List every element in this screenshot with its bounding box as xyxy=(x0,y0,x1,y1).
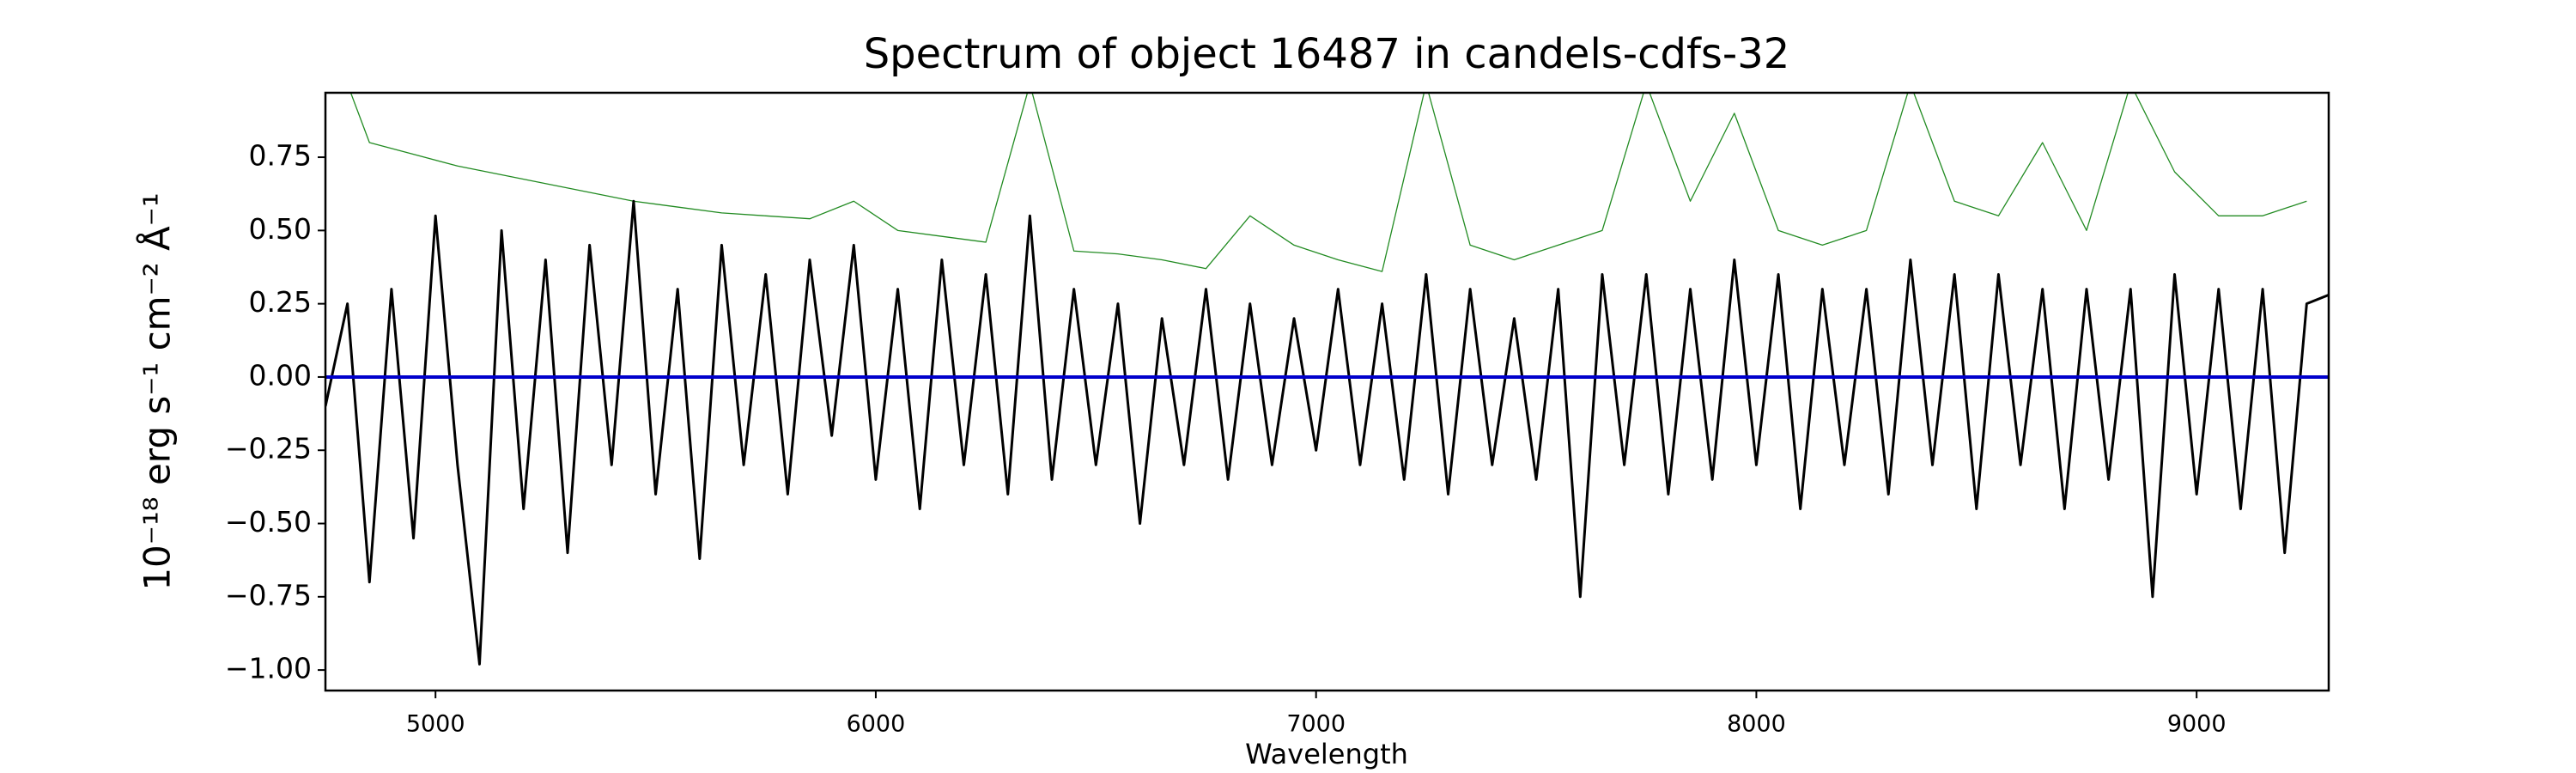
spectrum-line xyxy=(349,93,2307,272)
x-axis-label: Wavelength xyxy=(1245,738,1408,770)
chart-title: Spectrum of object 16487 in candels-cdfs… xyxy=(864,30,1790,78)
y-tick-label: 0.25 xyxy=(249,285,312,319)
spectrum-line xyxy=(325,199,2329,666)
x-tick-label: 9000 xyxy=(2167,711,2227,738)
x-tick-label: 8000 xyxy=(1727,711,1786,738)
x-tick-label: 7000 xyxy=(1286,711,1346,738)
plot-frame xyxy=(324,91,2330,692)
y-tick-label: 0.75 xyxy=(249,139,312,173)
y-tick-label: 0.00 xyxy=(249,358,312,392)
y-tick-label: −0.75 xyxy=(225,578,312,612)
y-tick-label: 0.50 xyxy=(249,212,312,246)
y-axis-label: 10⁻¹⁸ erg s⁻¹ cm⁻² Å⁻¹ xyxy=(136,192,179,590)
x-tick-label: 6000 xyxy=(847,711,906,738)
plot-lines xyxy=(325,93,2329,666)
y-tick-label: −0.50 xyxy=(225,505,312,539)
y-tick-label: −0.25 xyxy=(225,432,312,466)
x-tick-label: 5000 xyxy=(406,711,465,738)
y-tick-label: −1.00 xyxy=(225,652,312,685)
